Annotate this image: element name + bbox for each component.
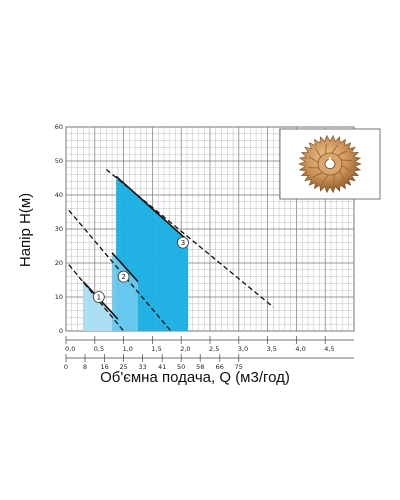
chart-bands	[83, 176, 189, 331]
curve-marker-label: 2	[121, 273, 125, 281]
curve-marker-1: 1	[92, 291, 105, 303]
y-tick-label: 40	[55, 191, 63, 199]
x-tick-label: 2,0	[180, 345, 190, 353]
x-secondary-tick-label: 66	[216, 363, 224, 371]
x-secondary-tick-label: 16	[100, 363, 108, 371]
curve-dashed-2	[68, 209, 172, 332]
operating-band-2	[112, 252, 138, 331]
x-axis-title: Об'ємна подача, Q (м3/год)	[100, 369, 290, 386]
impeller-icon	[298, 134, 362, 194]
x-tick-label: 2,5	[209, 345, 219, 353]
x-tick-label: 3,5	[267, 345, 277, 353]
curve-solid-2	[111, 252, 139, 283]
x-tick-label: 4,0	[295, 345, 305, 353]
x-secondary-tick-label: 33	[138, 363, 146, 371]
operating-band-1	[83, 281, 118, 331]
x-secondary-tick-label: 25	[119, 363, 127, 371]
y-tick-label: 10	[55, 293, 63, 301]
x-tick-label: 1,0	[123, 345, 133, 353]
y-tick-label: 30	[55, 225, 63, 233]
x-secondary-tick-label: 58	[196, 363, 204, 371]
x-tick-label: 3,0	[238, 345, 248, 353]
x-secondary-tick-label: 8	[83, 363, 87, 371]
y-tick-label: 0	[59, 327, 63, 335]
x-tick-label: 0,0	[65, 345, 75, 353]
y-axis-title: Напір H(м)	[17, 193, 34, 267]
x-secondary-tick-label: 0	[64, 363, 68, 371]
x-tick-label: 4,5	[324, 345, 334, 353]
curve-solid-3	[115, 175, 189, 242]
curve-marker-2: 2	[117, 270, 130, 283]
curve-marker-3: 3	[177, 236, 189, 249]
y-tick-label: 60	[55, 123, 63, 131]
curve-marker-label: 3	[181, 239, 185, 247]
x-tick-label: 0,5	[94, 345, 104, 353]
chart-markers: 1 2 3	[92, 236, 189, 303]
impeller-photo	[279, 128, 381, 200]
y-tick-label: 20	[55, 259, 63, 267]
x-secondary-tick-label: 75	[235, 363, 243, 371]
x-secondary-tick-label: 50	[177, 363, 185, 371]
curve-marker-label: 1	[97, 294, 101, 302]
x-secondary-tick-label: 41	[158, 363, 166, 371]
y-tick-label: 50	[55, 157, 63, 165]
x-tick-label: 1,5	[151, 345, 161, 353]
